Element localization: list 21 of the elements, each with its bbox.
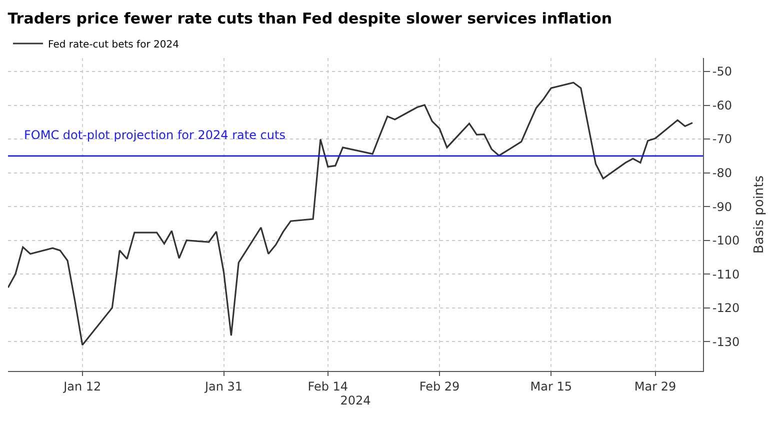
ref-line-label: FOMC dot-plot projection for 2024 rate cuts: [24, 128, 286, 142]
y-tick-label: -50: [712, 64, 732, 79]
y-tick-label: -120: [712, 301, 740, 316]
x-tick-label: Jan 31: [204, 379, 243, 394]
y-axis-title: Basis points: [752, 175, 768, 254]
x-tick-label: Feb 29: [419, 379, 460, 394]
y-tick-label: -80: [712, 166, 732, 180]
line-series: [8, 82, 694, 346]
y-tick-label: -100: [712, 234, 740, 248]
y-tick-label: -70: [712, 132, 732, 146]
x-tick-label: Jan 12: [62, 379, 102, 394]
y-tick-label: -110: [712, 267, 740, 282]
x-tick-label: Feb 14: [308, 379, 348, 394]
chart-title: Traders price fewer rate cuts than Fed despite slower services inflation: [8, 9, 612, 28]
y-tick-label: -90: [712, 200, 732, 214]
y-tick-label: -60: [712, 98, 732, 112]
legend-label: Fed rate-cut bets for 2024: [48, 39, 179, 50]
x-axis-title: 2024: [340, 393, 371, 408]
x-tick-label: Mar 29: [634, 379, 676, 394]
y-tick-label: -130: [712, 334, 740, 349]
x-tick-label: Mar 15: [530, 379, 572, 394]
